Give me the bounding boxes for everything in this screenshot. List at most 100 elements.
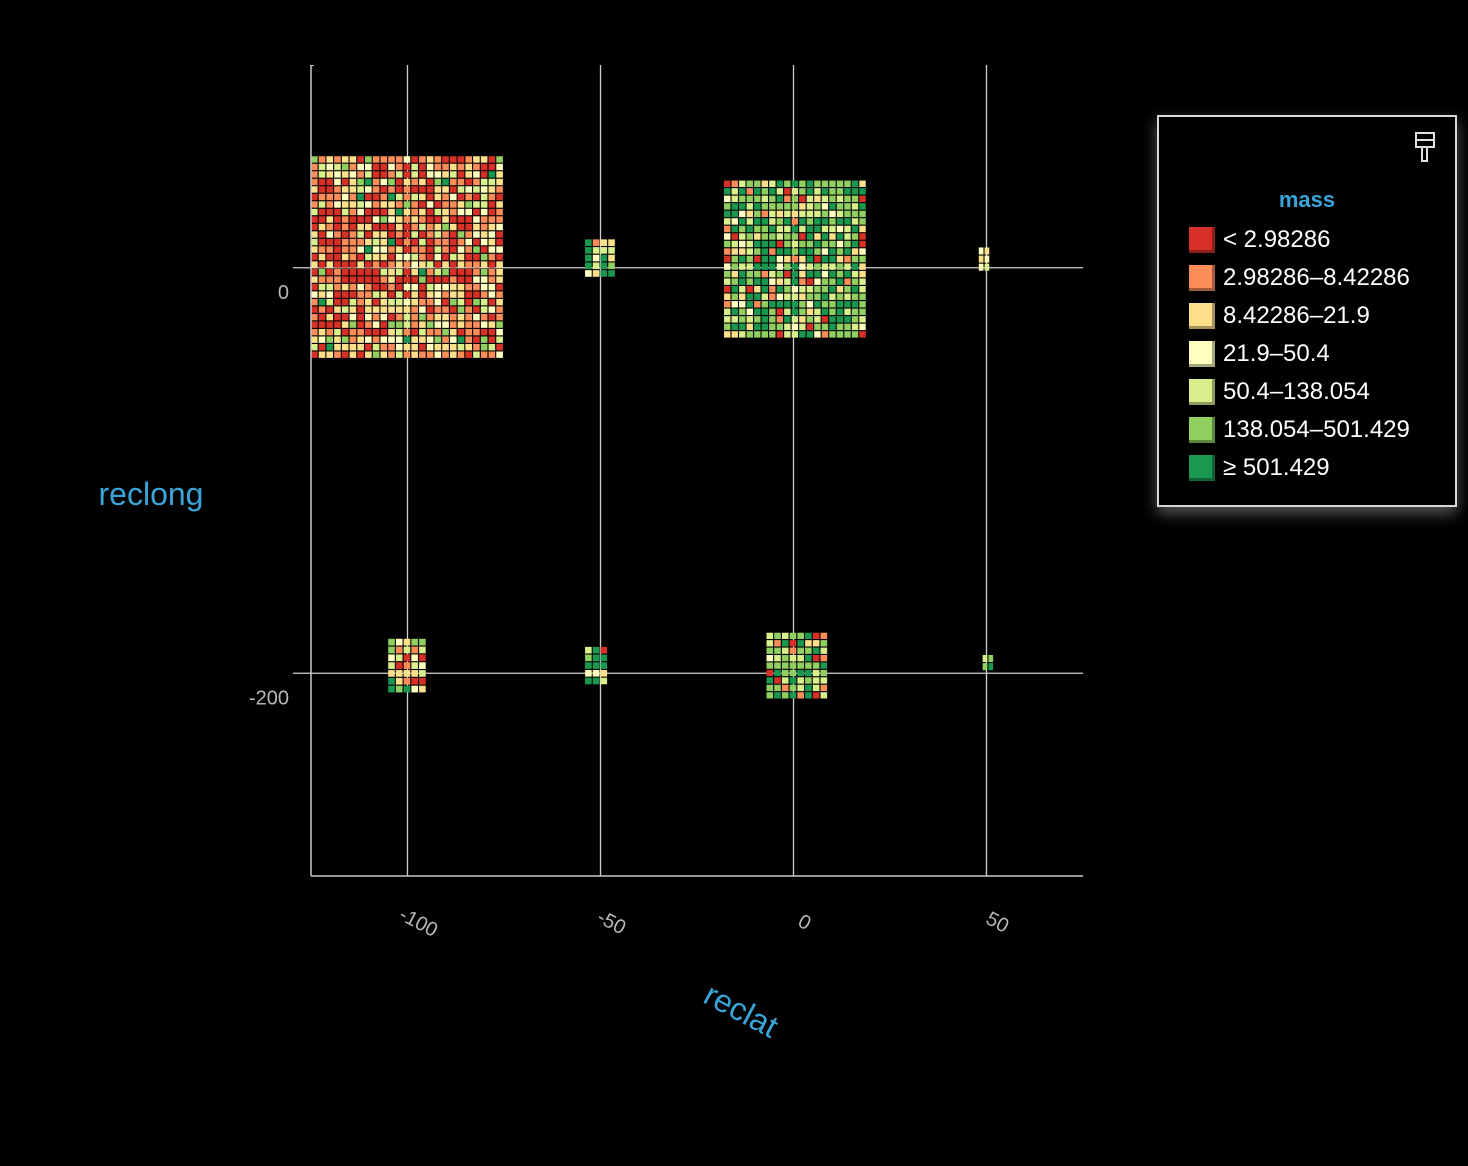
legend-swatch: [1189, 227, 1215, 253]
heatmap-cell: [349, 328, 357, 336]
heatmap-cell: [449, 186, 457, 193]
heatmap-cell: [754, 308, 761, 316]
heatmap-cell: [789, 655, 797, 662]
heatmap-cell: [781, 640, 789, 647]
heatmap-cell: [426, 261, 434, 268]
heatmap-cell: [754, 293, 761, 300]
heatmap-cell: [403, 336, 411, 343]
heatmap-cell: [426, 216, 434, 223]
heatmap-cell: [814, 308, 821, 316]
heatmap-cell: [724, 233, 731, 240]
heatmap-cell: [318, 351, 326, 358]
heatmap-cell: [457, 193, 465, 201]
heatmap-cell: [334, 253, 341, 261]
heatmap-cell: [411, 238, 418, 246]
heatmap-cell: [851, 203, 859, 210]
heatmap-cell: [821, 203, 829, 210]
heatmap-cell: [480, 193, 488, 201]
heatmap-cell: [419, 171, 426, 178]
heatmap-cell: [585, 270, 592, 277]
heatmap-cell: [754, 210, 761, 218]
heatmap-cell: [797, 655, 804, 662]
heatmap-cell: [724, 203, 731, 210]
heatmap-cell: [836, 248, 844, 255]
heatmap-cell: [488, 171, 496, 178]
heatmap-cell: [457, 313, 465, 321]
heatmap-cell: [380, 351, 388, 358]
heatmap-cell: [844, 308, 851, 316]
heatmap-cell: [488, 261, 496, 268]
heatmap-cell: [411, 313, 418, 321]
heatmap-cell: [419, 685, 426, 693]
heatmap-cell: [380, 193, 388, 201]
heatmap-cell: [395, 670, 403, 677]
heatmap-cell: [365, 343, 372, 351]
heatmap-cell: [754, 263, 761, 270]
heatmap-cell: [774, 662, 781, 669]
heatmap-cell: [311, 328, 318, 336]
heatmap-cell: [395, 336, 403, 343]
heatmap-cell: [349, 276, 357, 283]
heatmap-cell: [434, 231, 442, 238]
heatmap-cell: [836, 308, 844, 316]
heatmap-cell: [789, 662, 797, 669]
heatmap-cell: [761, 331, 769, 338]
heatmap-cell: [326, 283, 334, 291]
heatmap-cell: [365, 223, 372, 231]
heatmap-cell: [395, 276, 403, 283]
heatmap-cell: [769, 203, 776, 210]
heatmap-cell: [784, 301, 791, 308]
heatmap-cell: [349, 298, 357, 306]
heatmap-cell: [326, 246, 334, 253]
heatmap-cell: [395, 268, 403, 276]
heatmap-cell: [411, 654, 418, 662]
heatmap-cell: [731, 301, 738, 308]
heatmap-cell: [349, 321, 357, 328]
heatmap-cell: [442, 163, 449, 171]
heatmap-cell: [465, 328, 473, 336]
heatmap-cell: [341, 156, 349, 163]
paintbrush-icon[interactable]: [1413, 131, 1437, 167]
heatmap-cell: [380, 328, 388, 336]
heatmap-cell: [761, 225, 769, 233]
heatmap-cell: [488, 253, 496, 261]
heatmap-cell: [434, 268, 442, 276]
heatmap-cell: [600, 662, 608, 669]
heatmap-cell: [357, 291, 364, 298]
heatmap-cell: [349, 238, 357, 246]
heatmap-cell: [457, 171, 465, 178]
heatmap-cell: [318, 321, 326, 328]
heatmap-cell: [836, 188, 844, 195]
heatmap-cell: [496, 336, 503, 343]
heatmap-cell: [769, 225, 776, 233]
heatmap-cell: [380, 298, 388, 306]
heatmap-cell: [388, 638, 395, 646]
heatmap-cell: [449, 291, 457, 298]
heatmap-cell: [851, 195, 859, 203]
heatmap-cell: [592, 247, 600, 254]
heatmap-cell: [426, 238, 434, 246]
heatmap-cell: [380, 268, 388, 276]
legend-label: 21.9–50.4: [1223, 340, 1330, 367]
heatmap-cell: [442, 171, 449, 178]
heatmap-cell: [600, 270, 608, 277]
heatmap-cell: [311, 298, 318, 306]
heatmap-cell: [465, 343, 473, 351]
heatmap-cell: [806, 316, 814, 323]
heatmap-cell: [372, 276, 380, 283]
heatmap-cell: [769, 240, 776, 248]
heatmap-cell: [488, 328, 496, 336]
heatmap-cell: [805, 677, 812, 684]
heatmap-cell: [349, 306, 357, 313]
heatmap-cell: [426, 351, 434, 358]
heatmap-cell: [488, 336, 496, 343]
heatmap-cell: [411, 216, 418, 223]
heatmap-cell: [784, 225, 791, 233]
heatmap-cell: [457, 186, 465, 193]
heatmap-cell: [388, 208, 395, 216]
heatmap-cell: [473, 201, 480, 208]
heatmap-cell: [426, 328, 434, 336]
heatmap-cell: [829, 240, 836, 248]
heatmap-cell: [488, 321, 496, 328]
heatmap-cell: [739, 286, 746, 293]
